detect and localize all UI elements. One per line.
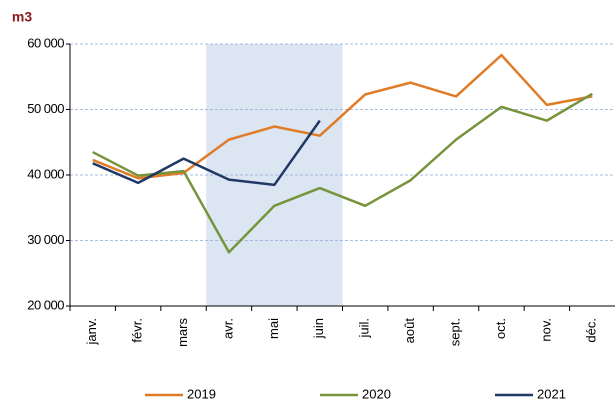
y-tick-label: 20 000 [27,297,64,312]
series-line [92,53,593,180]
legend-label: 2021 [537,386,566,401]
y-tick-label: 60 000 [27,35,64,50]
series-line [92,119,321,187]
x-tick-label: févr. [130,318,145,343]
series-line [92,92,593,254]
y-tick-label: 50 000 [27,101,64,116]
x-tick-label: oct. [493,318,508,339]
y-unit: m3 [12,9,32,25]
x-tick-label: juil. [357,318,372,339]
legend-label: 2020 [362,386,391,401]
x-tick-label: juin [311,318,326,339]
y-tick-label: 40 000 [27,166,64,181]
x-tick-label: nov. [538,318,553,342]
x-tick-label: août [402,318,417,344]
x-tick-label: mai [266,318,281,339]
shaded-period [206,44,343,306]
x-tick-label: déc. [584,318,599,343]
y-tick-label: 30 000 [27,232,64,247]
x-tick-label: janv. [84,318,99,346]
x-tick-label: mars [175,318,190,347]
legend-label: 2019 [187,386,216,401]
x-tick-label: avr. [220,318,235,339]
x-tick-label: sept. [447,318,462,346]
